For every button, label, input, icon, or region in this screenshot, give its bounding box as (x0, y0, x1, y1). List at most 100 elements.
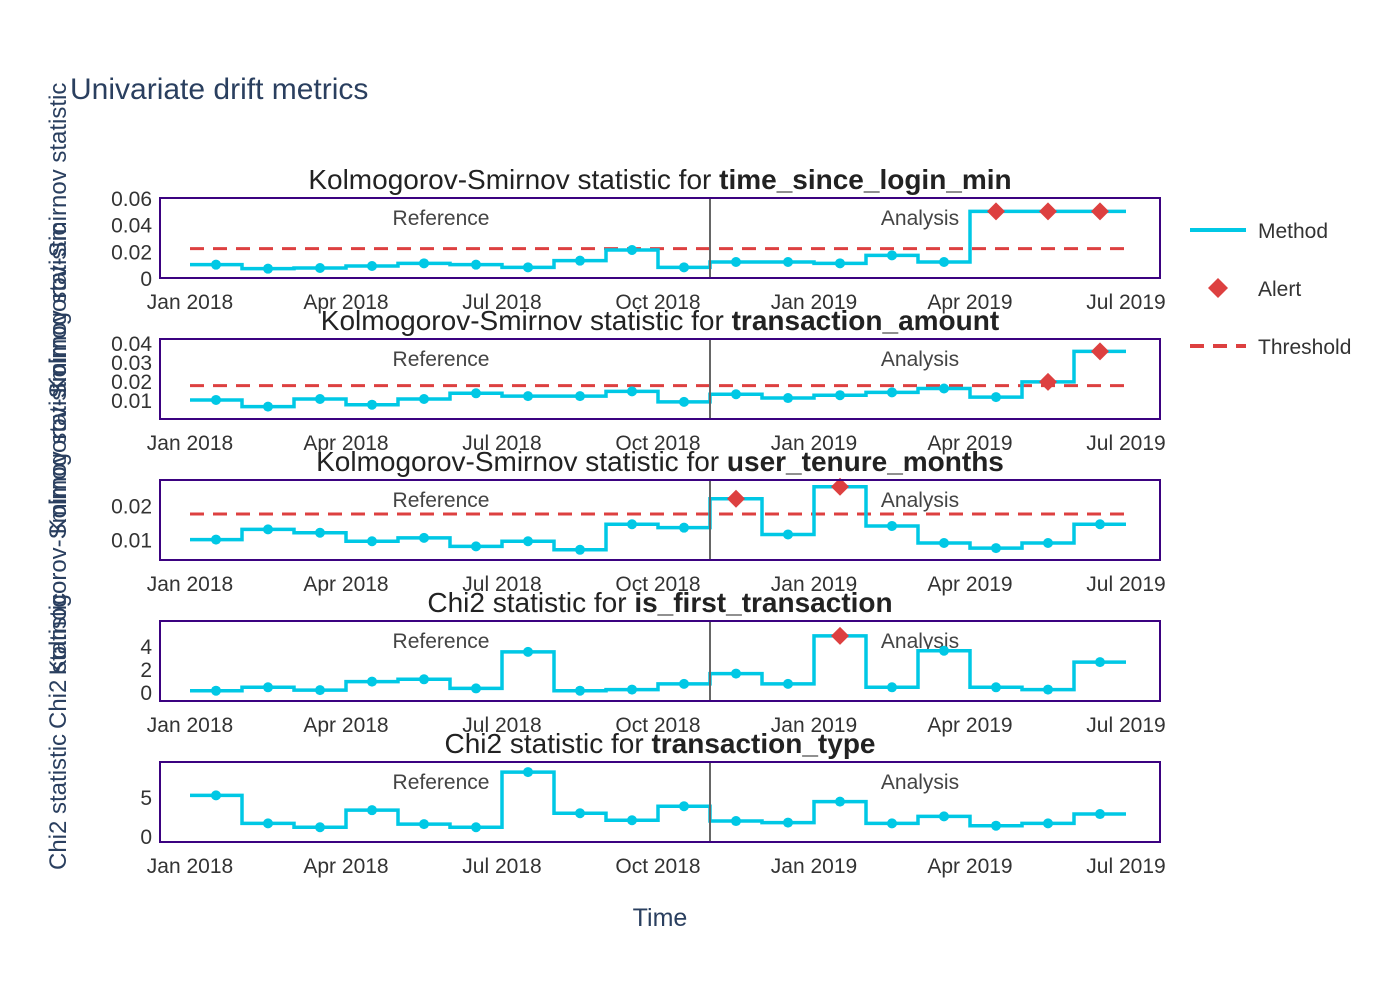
panel-title-feature: time_since_login_min (719, 164, 1012, 195)
x-tick-label: Jul 2018 (462, 573, 541, 596)
legend-diamond-icon (1208, 278, 1228, 298)
alert-marker (1039, 372, 1057, 391)
method-point (939, 645, 949, 656)
method-point (939, 811, 949, 822)
method-point (1043, 818, 1053, 829)
method-point (575, 544, 585, 555)
panel-title-feature: user_tenure_months (727, 446, 1004, 477)
method-point (575, 685, 585, 696)
method-point (731, 816, 741, 827)
method-step-line (190, 770, 1126, 829)
method-point (1095, 809, 1105, 820)
x-tick-label: Apr 2018 (303, 291, 388, 314)
x-tick-label: Jul 2018 (462, 714, 541, 737)
x-tick-label: Oct 2018 (615, 432, 700, 455)
alert-marker (987, 202, 1005, 221)
x-tick-label: Apr 2019 (927, 432, 1012, 455)
panel-title: Chi2 statistic for transaction_type (444, 728, 875, 759)
method-point (211, 259, 221, 270)
figure-title: Univariate drift metrics (70, 73, 368, 106)
y-axis-label: Chi2 statistic (45, 593, 72, 729)
x-tick-label: Jul 2019 (1086, 432, 1165, 455)
legend-label: Alert (1258, 278, 1301, 301)
method-point (523, 646, 533, 657)
panel-time-since-login-min: Kolmogorov-Smirnov statistic for time_si… (45, 83, 1166, 394)
x-tick-label: Jan 2019 (771, 855, 857, 878)
method-point (783, 393, 793, 404)
x-tick-label: Apr 2018 (303, 573, 388, 596)
legend-item-alert[interactable]: Alert (1208, 278, 1301, 301)
alert-marker (727, 489, 745, 508)
method-point (471, 259, 481, 270)
method-point (367, 536, 377, 547)
panel-title-prefix: Chi2 statistic for (427, 587, 634, 618)
method-point (835, 796, 845, 807)
method-point (627, 815, 637, 826)
method-point (939, 257, 949, 267)
y-axis-label: Kolmogorov-Smirnov statistic (45, 83, 72, 394)
reference-label: Reference (393, 771, 490, 794)
panels: Kolmogorov-Smirnov statistic for time_si… (45, 83, 1166, 878)
method-point (419, 394, 429, 404)
alert-marker (1039, 202, 1057, 221)
method-point (523, 536, 533, 547)
method-point (367, 261, 377, 271)
alert-marker (831, 626, 849, 645)
analysis-label: Analysis (881, 348, 959, 371)
method-point (887, 520, 897, 531)
y-tick-label: 0 (140, 682, 152, 705)
method-point (783, 817, 793, 828)
panel-frame (159, 479, 1161, 561)
method-point (679, 678, 689, 689)
y-tick-label: 5 (140, 787, 152, 810)
x-tick-label: Jan 2018 (147, 855, 233, 878)
y-tick-label: 0.02 (111, 241, 152, 264)
method-point (783, 257, 793, 267)
y-tick-label: 0.02 (111, 496, 152, 519)
x-tick-label: Jan 2019 (771, 714, 857, 737)
method-point (887, 682, 897, 693)
panel-title-feature: is_first_transaction (634, 587, 892, 618)
panel-title: Kolmogorov-Smirnov statistic for user_te… (316, 446, 1004, 477)
method-point (523, 767, 533, 778)
method-point (211, 394, 221, 405)
method-point (575, 808, 585, 819)
method-point (991, 392, 1001, 403)
legend[interactable]: Method Alert Threshold (1190, 220, 1351, 359)
y-axis-label: Kolmogorov-Smirnov statistic (45, 224, 72, 535)
method-point (1043, 537, 1053, 548)
legend-item-method[interactable]: Method (1190, 220, 1328, 243)
method-point (367, 805, 377, 816)
method-point (731, 257, 741, 267)
x-tick-label: Oct 2018 (615, 291, 700, 314)
method-point (419, 258, 429, 269)
method-point (679, 396, 689, 407)
x-tick-label: Jul 2018 (462, 855, 541, 878)
reference-label: Reference (393, 348, 490, 371)
method-point (1095, 657, 1105, 668)
method-point (575, 391, 585, 402)
legend-label: Threshold (1258, 336, 1351, 359)
panel-title: Kolmogorov-Smirnov statistic for transac… (321, 305, 999, 336)
legend-item-threshold[interactable]: Threshold (1190, 336, 1351, 359)
method-point (783, 529, 793, 540)
y-tick-label: 0.04 (111, 333, 152, 356)
method-step-line (190, 349, 1126, 409)
method-point (211, 790, 221, 801)
method-point (991, 682, 1001, 693)
panel-frame (159, 620, 1161, 702)
panel-title-prefix: Chi2 statistic for (444, 728, 651, 759)
reference-label: Reference (393, 630, 490, 653)
panel-title: Kolmogorov-Smirnov statistic for time_si… (308, 164, 1011, 195)
method-point (575, 255, 585, 266)
y-tick-label: 0.01 (111, 530, 152, 553)
x-tick-label: Jan 2019 (771, 291, 857, 314)
method-step-line (190, 209, 1126, 271)
method-point (887, 250, 897, 261)
method-point (523, 391, 533, 402)
x-tick-label: Oct 2018 (615, 855, 700, 878)
method-point (939, 537, 949, 548)
y-tick-label: 0.01 (111, 390, 152, 413)
method-point (471, 541, 481, 552)
method-point (887, 387, 897, 398)
